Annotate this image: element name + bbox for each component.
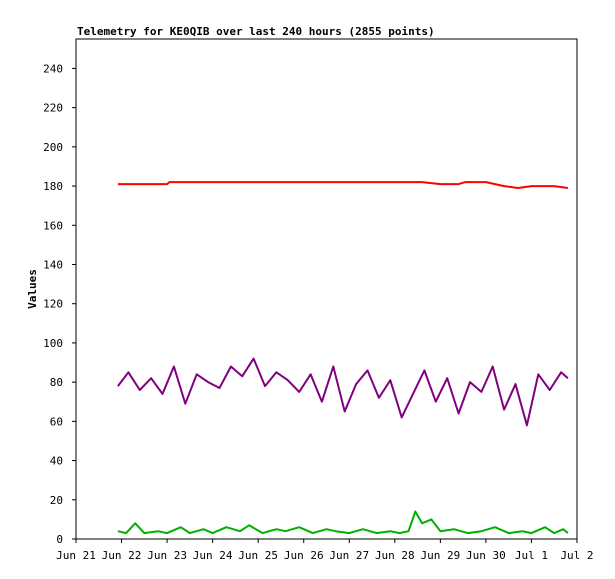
x-tick-label: Jun 27 <box>329 549 369 562</box>
x-tick-label: Jun 28 <box>375 549 415 562</box>
x-tick-label: Jun 25 <box>238 549 278 562</box>
y-tick-label: 240 <box>43 62 63 75</box>
plot-area-frame <box>75 38 578 540</box>
x-tick-label: Jun 29 <box>420 549 460 562</box>
y-tick-label: 140 <box>43 258 63 271</box>
x-tick-label: Jun 24 <box>193 549 233 562</box>
y-axis-ticks: 0 20 40 60 80 100 120 140 160 180 200 220 240 <box>43 62 76 546</box>
series-line-2 <box>117 510 569 535</box>
y-tick-label: 60 <box>50 415 63 428</box>
x-tick-label: Jun 26 <box>284 549 324 562</box>
series-group <box>117 181 569 535</box>
y-tick-label: 20 <box>50 494 63 507</box>
series-line-0 <box>117 181 569 189</box>
y-tick-label: 200 <box>43 141 63 154</box>
y-tick-label: 80 <box>50 376 63 389</box>
x-tick-label: Jul 2 <box>560 549 593 562</box>
y-tick-label: 160 <box>43 219 63 232</box>
y-tick-label: 180 <box>43 180 63 193</box>
y-axis-label: Values <box>26 269 39 309</box>
x-tick-label: Jun 30 <box>466 549 506 562</box>
chart-title: Telemetry for KE0QIB over last 240 hours… <box>77 25 435 38</box>
x-tick-label: Jul 1 <box>515 549 548 562</box>
x-tick-label: Jun 21 <box>56 549 96 562</box>
y-tick-label: 100 <box>43 337 63 350</box>
series-line-1 <box>117 357 569 427</box>
y-tick-label: 0 <box>56 533 63 546</box>
y-tick-label: 220 <box>43 102 63 115</box>
y-tick-label: 120 <box>43 298 63 311</box>
y-tick-label: 40 <box>50 455 63 468</box>
x-tick-label: Jun 22 <box>102 549 142 562</box>
x-tick-label: Jun 23 <box>147 549 187 562</box>
x-axis-ticks: Jun 21 Jun 22 Jun 23 Jun 24 Jun 25 Jun 26 Jun … <box>56 539 594 562</box>
